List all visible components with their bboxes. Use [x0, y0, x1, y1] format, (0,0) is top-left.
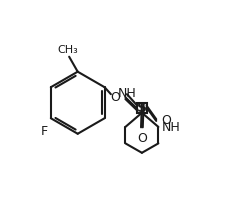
Text: NH: NH — [161, 122, 180, 134]
Text: F: F — [41, 125, 48, 138]
Text: S: S — [137, 101, 147, 115]
Text: O: O — [111, 91, 120, 104]
Text: O: O — [137, 132, 147, 145]
Text: CH₃: CH₃ — [58, 45, 78, 55]
Text: NH: NH — [117, 87, 136, 100]
Bar — [137, 103, 147, 113]
Text: O: O — [161, 114, 171, 127]
